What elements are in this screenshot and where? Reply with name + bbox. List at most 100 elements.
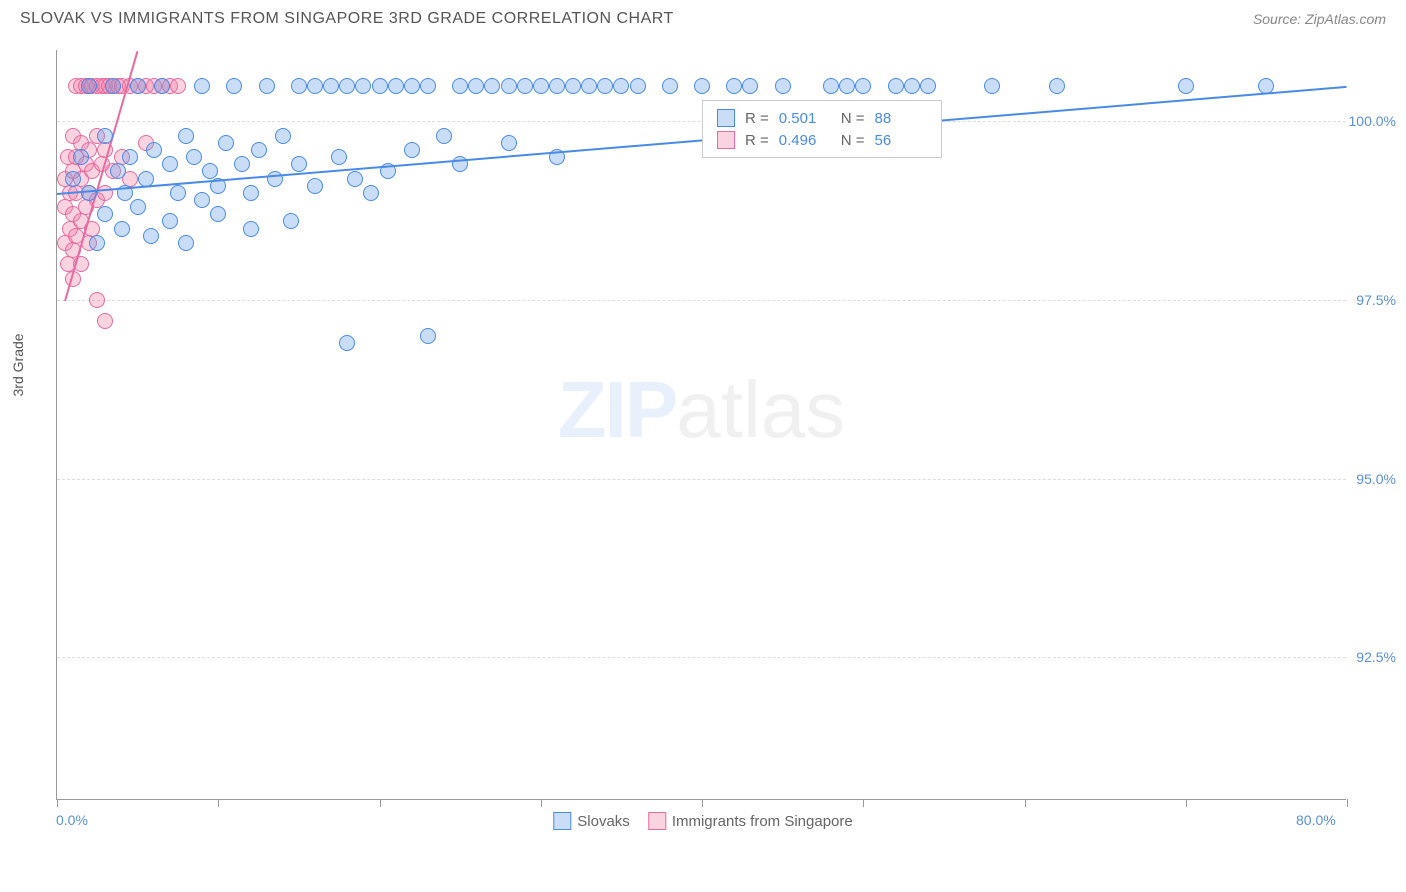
series1-marker — [194, 192, 210, 208]
gridline — [57, 657, 1346, 658]
stat-r-value: 0.496 — [779, 132, 831, 149]
series1-marker — [597, 78, 613, 94]
series1-marker — [170, 185, 186, 201]
series1-marker — [662, 78, 678, 94]
y-tick-label: 95.0% — [1356, 471, 1396, 487]
series1-marker — [839, 78, 855, 94]
series1-marker — [114, 221, 130, 237]
x-tick — [541, 799, 542, 807]
y-axis-title: 3rd Grade — [10, 333, 26, 396]
series1-marker — [307, 178, 323, 194]
x-tick — [863, 799, 864, 807]
series1-marker — [130, 78, 146, 94]
stat-label: N = — [841, 110, 865, 127]
series1-marker — [226, 78, 242, 94]
series1-marker — [742, 78, 758, 94]
series2-marker — [89, 292, 105, 308]
series1-marker — [243, 221, 259, 237]
y-tick-label: 97.5% — [1356, 292, 1396, 308]
series1-marker — [549, 78, 565, 94]
legend-swatch — [717, 109, 735, 127]
legend-item: Slovaks — [553, 812, 630, 830]
gridline — [57, 300, 1346, 301]
series1-marker — [363, 185, 379, 201]
series1-marker — [234, 156, 250, 172]
series2-marker — [97, 313, 113, 329]
stats-row: R = 0.501 N = 88 — [717, 107, 927, 129]
series1-marker — [267, 171, 283, 187]
series1-marker — [355, 78, 371, 94]
series1-marker — [468, 78, 484, 94]
series1-marker — [823, 78, 839, 94]
series1-marker — [146, 142, 162, 158]
series1-marker — [243, 185, 259, 201]
series1-marker — [404, 78, 420, 94]
legend-item: Immigrants from Singapore — [648, 812, 853, 830]
series1-marker — [1178, 78, 1194, 94]
series1-marker — [194, 78, 210, 94]
series1-marker — [323, 78, 339, 94]
series1-marker — [775, 78, 791, 94]
series1-marker — [162, 156, 178, 172]
series1-marker — [339, 335, 355, 351]
series1-marker — [420, 78, 436, 94]
series1-marker — [484, 78, 500, 94]
stat-n-value: 56 — [875, 132, 927, 149]
series1-marker — [210, 206, 226, 222]
series1-marker — [186, 149, 202, 165]
series1-marker — [178, 235, 194, 251]
stat-r-value: 0.501 — [779, 110, 831, 127]
series1-marker — [452, 78, 468, 94]
series1-marker — [130, 199, 146, 215]
y-tick-label: 92.5% — [1356, 649, 1396, 665]
chart-header: SLOVAK VS IMMIGRANTS FROM SINGAPORE 3RD … — [0, 0, 1406, 36]
series1-marker — [501, 135, 517, 151]
x-tick — [1347, 799, 1348, 807]
x-tick — [57, 799, 58, 807]
series1-marker — [517, 78, 533, 94]
y-tick-label: 100.0% — [1349, 113, 1396, 129]
gridline — [57, 479, 1346, 480]
x-tick — [702, 799, 703, 807]
series1-marker — [291, 156, 307, 172]
stats-row: R =0.496N =56 — [717, 129, 927, 151]
series1-marker — [984, 78, 1000, 94]
chart-legend: Slovaks Immigrants from Singapore — [553, 812, 852, 830]
series1-marker — [694, 78, 710, 94]
stat-label: R = — [745, 110, 769, 127]
series1-marker — [73, 149, 89, 165]
series1-marker — [339, 78, 355, 94]
series1-marker — [110, 163, 126, 179]
series2-marker — [97, 185, 113, 201]
x-tick — [1186, 799, 1187, 807]
series1-marker — [404, 142, 420, 158]
series1-marker — [501, 78, 517, 94]
series1-marker — [275, 128, 291, 144]
series1-marker — [291, 78, 307, 94]
series1-marker — [81, 78, 97, 94]
series1-marker — [420, 328, 436, 344]
series1-marker — [855, 78, 871, 94]
series1-marker — [307, 78, 323, 94]
legend-swatch — [717, 131, 735, 149]
series1-marker — [436, 128, 452, 144]
series1-marker — [178, 128, 194, 144]
series2-marker — [170, 78, 186, 94]
series1-marker — [347, 171, 363, 187]
x-tick — [1025, 799, 1026, 807]
series1-marker — [726, 78, 742, 94]
series1-marker — [251, 142, 267, 158]
series1-marker — [143, 228, 159, 244]
x-axis-max-label: 80.0% — [1296, 812, 1336, 828]
series1-marker — [388, 78, 404, 94]
legend-label: Slovaks — [577, 813, 630, 830]
series1-marker — [283, 213, 299, 229]
series1-marker — [613, 78, 629, 94]
series1-marker — [122, 149, 138, 165]
stat-label: N = — [841, 132, 865, 149]
chart-title: SLOVAK VS IMMIGRANTS FROM SINGAPORE 3RD … — [20, 10, 674, 28]
series1-marker — [259, 78, 275, 94]
series1-marker — [372, 78, 388, 94]
series1-marker — [533, 78, 549, 94]
stat-n-value: 88 — [875, 110, 927, 127]
